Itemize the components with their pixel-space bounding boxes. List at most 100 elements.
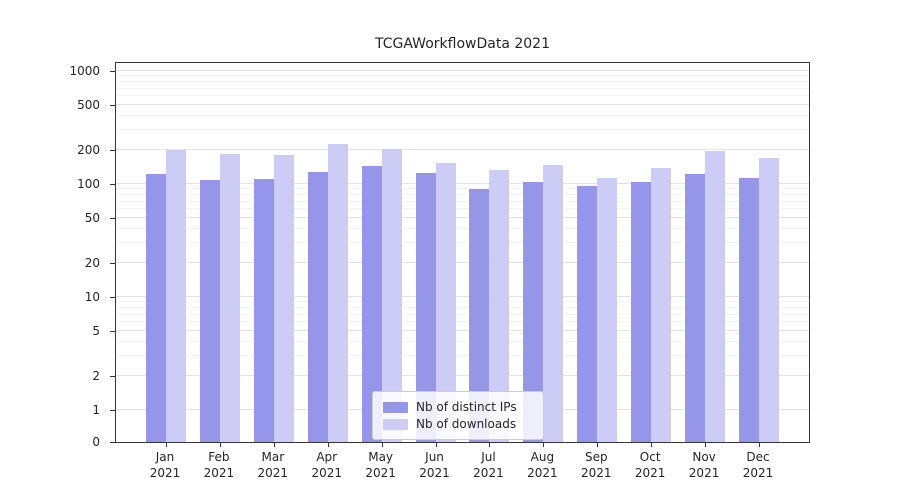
- chart-title: TCGAWorkflowData 2021: [375, 36, 550, 52]
- bar-downloads: [489, 169, 510, 442]
- x-tick-label-month: Jul: [481, 450, 496, 464]
- x-tick-label-year: 2021: [580, 466, 612, 480]
- gridline-minor: [116, 340, 809, 342]
- bar-distinct-ips: [307, 171, 328, 442]
- gridline-minor: [116, 200, 809, 202]
- x-tick-label: Nov 2021: [672, 449, 736, 481]
- gridline-major: [116, 261, 809, 263]
- gridline-minor: [116, 95, 809, 97]
- bar-downloads: [759, 157, 779, 442]
- y-tick-label: 1000: [69, 64, 100, 78]
- x-tick-label-month: Jun: [425, 450, 444, 464]
- x-tick-mark: [759, 443, 760, 447]
- x-tick-mark: [651, 443, 653, 447]
- gridline-major: [116, 104, 809, 106]
- x-tick-label-year: 2021: [688, 466, 720, 480]
- y-tick-label: 0: [92, 435, 100, 449]
- x-tick-label-month: Feb: [208, 450, 230, 464]
- x-tick-mark: [435, 443, 437, 447]
- gridline-minor: [116, 193, 809, 195]
- bar-distinct-ips: [577, 185, 598, 442]
- legend-label-downloads: Nb of downloads: [416, 417, 517, 431]
- legend-item-downloads: Nb of downloads: [383, 416, 533, 432]
- bar-downloads: [435, 162, 456, 442]
- bar-downloads: [597, 178, 618, 442]
- legend-swatch-downloads: [383, 418, 408, 430]
- y-tick-label: 500: [77, 98, 100, 113]
- x-tick-label: Jun 2021: [403, 449, 467, 481]
- x-tick-label: Apr 2021: [295, 449, 359, 481]
- x-tick-mark: [166, 443, 167, 447]
- x-tick-label: Mar 2021: [241, 449, 305, 481]
- gridline-major: [116, 70, 809, 71]
- x-tick-label-year: 2021: [473, 466, 504, 480]
- gridline-minor: [116, 114, 809, 116]
- bar-downloads: [651, 167, 672, 442]
- gridline-minor: [116, 355, 809, 357]
- x-tick-label-month: Oct: [639, 450, 661, 464]
- bar-distinct-ips: [415, 173, 436, 442]
- x-tick-label-year: 2021: [419, 466, 450, 480]
- bar-downloads: [705, 150, 726, 442]
- x-tick-label: Dec 2021: [726, 449, 790, 481]
- gridline-minor: [116, 301, 809, 303]
- x-tick-label-month: Aug: [530, 450, 555, 464]
- y-tick-label: 50: [84, 211, 100, 226]
- bar-distinct-ips: [253, 179, 274, 442]
- y-tick-label: 100: [77, 177, 100, 191]
- y-tick-label: 200: [77, 142, 100, 157]
- bar-downloads: [327, 144, 348, 442]
- bar-downloads: [219, 153, 240, 442]
- gridline-major: [116, 374, 809, 376]
- gridline-minor: [116, 321, 809, 323]
- x-tick-label-year: 2021: [257, 466, 289, 480]
- x-tick-label-month: May: [368, 450, 394, 464]
- x-tick-label-year: 2021: [742, 466, 774, 480]
- x-tick-mark: [489, 443, 491, 447]
- x-tick-label: Jul 2021: [456, 449, 520, 481]
- y-axis-labels: 0 1 2 5 10 20 50 100 200 500 1000: [0, 62, 106, 449]
- bar-distinct-ips: [469, 189, 490, 442]
- x-tick-mark: [327, 443, 329, 447]
- x-tick-label-year: 2021: [527, 466, 558, 480]
- bar-distinct-ips: [685, 173, 706, 442]
- legend: Nb of distinct IPs Nb of downloads: [372, 391, 544, 440]
- bar-distinct-ips: [361, 166, 382, 442]
- x-tick-label-month: Sep: [584, 450, 608, 464]
- x-tick-label: Oct 2021: [618, 449, 682, 481]
- x-tick-mark: [597, 443, 599, 447]
- legend-label-distinct-ips: Nb of distinct IPs: [416, 400, 517, 414]
- x-tick-label-year: 2021: [634, 466, 666, 480]
- bar-distinct-ips: [146, 174, 166, 442]
- x-tick-label-month: Apr: [316, 450, 338, 464]
- gridline-minor: [116, 208, 809, 210]
- gridline-minor: [116, 75, 809, 77]
- gridline-major: [116, 148, 809, 150]
- gridline-minor: [116, 188, 809, 190]
- x-tick-label-year: 2021: [203, 466, 235, 480]
- gridline-major: [116, 217, 809, 219]
- x-tick-mark: [381, 443, 383, 447]
- x-tick-label-month: Nov: [692, 450, 716, 464]
- x-tick-mark: [705, 443, 707, 447]
- y-tick-label: 2: [92, 368, 100, 383]
- gridline-minor: [116, 242, 809, 244]
- x-tick-label: Feb 2021: [187, 449, 251, 481]
- gridline-minor: [116, 87, 809, 89]
- gridline-major: [116, 183, 809, 184]
- bar-distinct-ips: [739, 177, 759, 442]
- gridline-minor: [116, 80, 809, 82]
- gridline-minor: [116, 129, 809, 131]
- x-tick-label: Jan 2021: [133, 449, 197, 481]
- x-tick-mark: [273, 443, 275, 447]
- x-axis-labels: Jan 2021 Feb 2021 Mar 2021 Apr 2021 May 2021 Jun 20…: [115, 449, 810, 489]
- x-tick-label-month: Mar: [261, 450, 285, 464]
- gridline-minor: [116, 313, 809, 315]
- bar-distinct-ips: [199, 180, 220, 442]
- x-tick-label: Aug 2021: [510, 449, 574, 481]
- bar-distinct-ips: [631, 181, 652, 442]
- x-tick-mark: [543, 443, 545, 447]
- y-tick-label: 5: [92, 324, 100, 339]
- x-tick-label: May 2021: [349, 449, 413, 481]
